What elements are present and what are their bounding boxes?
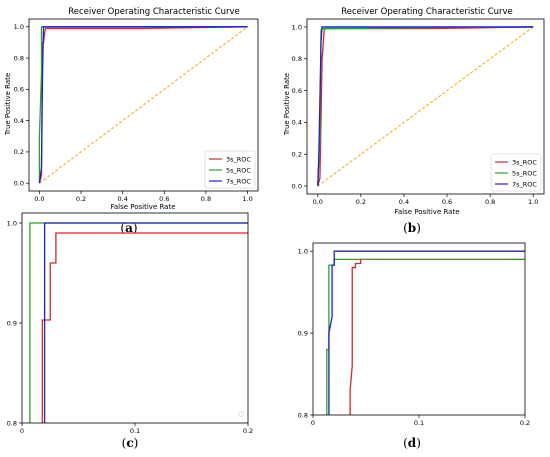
plot-frame (306, 18, 545, 195)
series-line-1 (326, 258, 525, 415)
y-axis-label: True Positive Rate (4, 73, 12, 136)
y-tick-label: 0.8 (292, 55, 302, 63)
x-tick-label: 0 (311, 419, 315, 427)
y-axis-label: True Positive Rate (283, 73, 291, 136)
x-tick-label: 0.4 (399, 198, 409, 206)
caption-d: (d) (403, 436, 421, 450)
series-line-0 (41, 232, 248, 423)
caption-b: (b) (403, 221, 421, 235)
legend: 3s_ROC 5s_ROC 7s_ROC (490, 153, 542, 192)
x-tick-label: 0.8 (201, 195, 211, 203)
y-tick-label: 0.8 (7, 419, 17, 427)
y-tick-label: 0.0 (14, 179, 24, 187)
chance-line (39, 26, 248, 184)
x-tick-label: 0.0 (313, 198, 323, 206)
x-tick-label: 0.8 (485, 198, 495, 206)
series-line-2 (317, 26, 534, 187)
x-tick-label: 0.4 (118, 195, 128, 203)
x-tick-label: 0.1 (414, 419, 424, 427)
y-tick-label: 0.2 (14, 148, 24, 156)
plot-frame (21, 212, 249, 424)
chart-title: Receiver Operating Characteristic Curve (341, 7, 513, 17)
x-tick-label: 0.6 (159, 195, 169, 203)
y-tick-label: 1.0 (14, 23, 24, 31)
legend-marker (238, 411, 244, 417)
chart-title: Receiver Operating Characteristic Curve (68, 7, 240, 17)
y-tick-label: 0.9 (298, 329, 308, 337)
legend-label-5s: 5s_ROC (512, 170, 537, 178)
y-tick-label: 0.2 (292, 151, 302, 159)
caption-a: (a) (120, 221, 138, 235)
y-tick-label: 0.4 (292, 119, 302, 127)
series-line-2 (328, 250, 525, 415)
x-tick-label: 0 (20, 427, 24, 435)
y-tick-label: 0.6 (292, 87, 302, 95)
legend-label-7s: 7s_ROC (512, 181, 537, 189)
x-axis-label: False Positive Rate (110, 203, 175, 211)
y-tick-label: 1.0 (292, 23, 302, 31)
x-tick-label: 0.1 (130, 427, 140, 435)
series-line-0 (317, 26, 534, 187)
legend: 3s_ROC 5s_ROC 7s_ROC (204, 150, 256, 189)
y-tick-label: 0.8 (298, 411, 308, 419)
legend-label-3s: 3s_ROC (226, 156, 251, 164)
x-tick-label: 1.0 (242, 195, 252, 203)
x-tick-label: 0.2 (356, 198, 366, 206)
legend-label-5s: 5s_ROC (226, 167, 251, 175)
legend-label-3s: 3s_ROC (512, 159, 537, 167)
y-tick-label: 0.0 (292, 182, 302, 190)
y-tick-label: 1.0 (298, 247, 308, 255)
series-line-2 (43, 222, 248, 423)
x-tick-label: 0.0 (34, 195, 44, 203)
legend-label-7s: 7s_ROC (226, 178, 251, 186)
y-tick-label: 0.9 (7, 319, 17, 327)
series-line-2 (38, 26, 248, 184)
y-tick-label: 1.0 (7, 219, 17, 227)
y-tick-label: 0.4 (14, 117, 24, 125)
x-tick-label: 0.6 (442, 198, 452, 206)
y-tick-label: 0.6 (14, 86, 24, 94)
plot-frame (28, 18, 259, 192)
y-tick-label: 0.8 (14, 54, 24, 62)
x-tick-label: 0.2 (76, 195, 86, 203)
x-tick-label: 1.0 (528, 198, 538, 206)
series-line-0 (349, 258, 525, 415)
x-tick-label: 0.2 (243, 427, 253, 435)
caption-c: (c) (121, 436, 139, 450)
x-tick-label: 0.2 (520, 419, 530, 427)
x-axis-label: False Positive Rate (394, 208, 459, 216)
plot-frame (312, 242, 526, 416)
